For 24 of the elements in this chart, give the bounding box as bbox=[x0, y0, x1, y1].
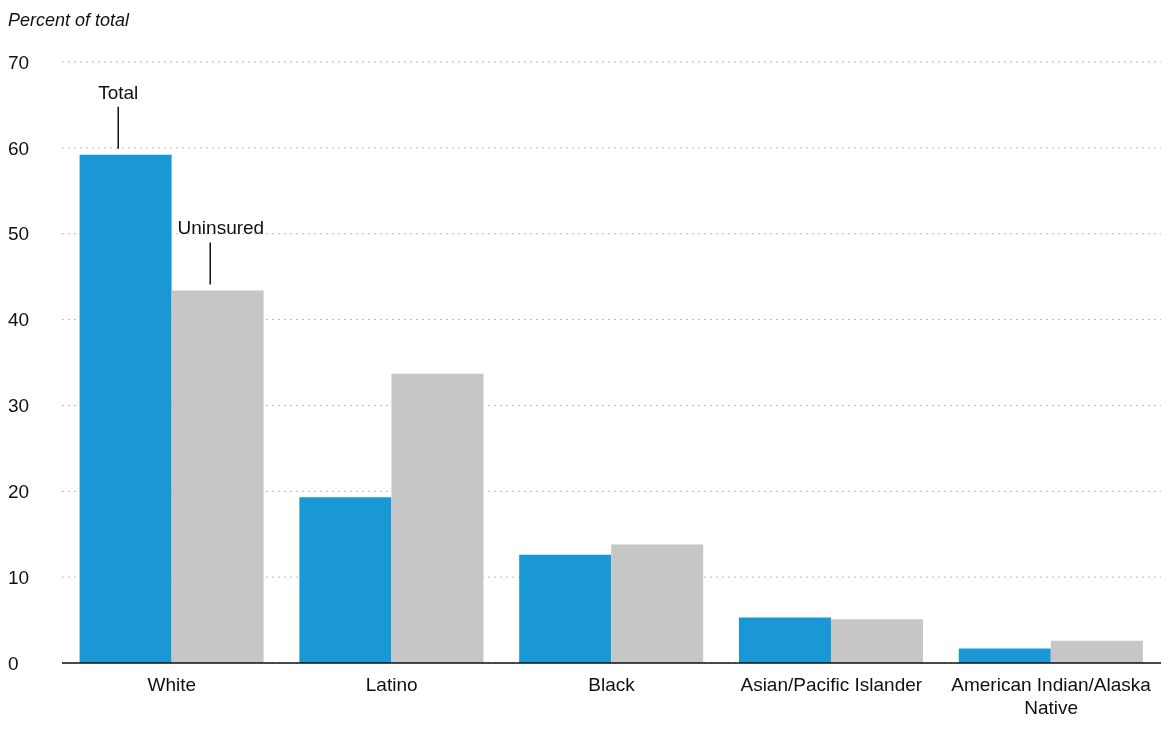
bar bbox=[958, 648, 1051, 663]
y-tick-label: 40 bbox=[8, 309, 30, 331]
bar bbox=[1050, 640, 1143, 663]
bar bbox=[738, 617, 831, 663]
bar bbox=[79, 154, 172, 663]
y-tick-label: 50 bbox=[8, 223, 30, 245]
bar bbox=[299, 497, 392, 663]
text: Uninsured bbox=[177, 217, 265, 239]
x-tick-label: White bbox=[147, 674, 197, 695]
bar bbox=[830, 619, 923, 663]
y-tick-label: 10 bbox=[8, 566, 30, 588]
x-tick-label: Black bbox=[588, 674, 636, 695]
x-tick-label: Latino bbox=[365, 674, 418, 695]
x-tick-label: American Indian/Alaska Native bbox=[951, 674, 1152, 718]
y-tick-label: 70 bbox=[8, 51, 30, 73]
y-tick-label: 20 bbox=[8, 481, 30, 503]
x-tick-label: Asian/Pacific Islander bbox=[740, 674, 923, 695]
y-tick-label: 60 bbox=[8, 137, 30, 159]
bar bbox=[519, 554, 612, 663]
y-axis-title: Percent of total bbox=[8, 10, 130, 31]
y-tick-label: 30 bbox=[8, 395, 30, 417]
bar bbox=[171, 290, 264, 663]
y-tick-label: 0 bbox=[8, 652, 19, 674]
text: Total bbox=[98, 81, 139, 103]
